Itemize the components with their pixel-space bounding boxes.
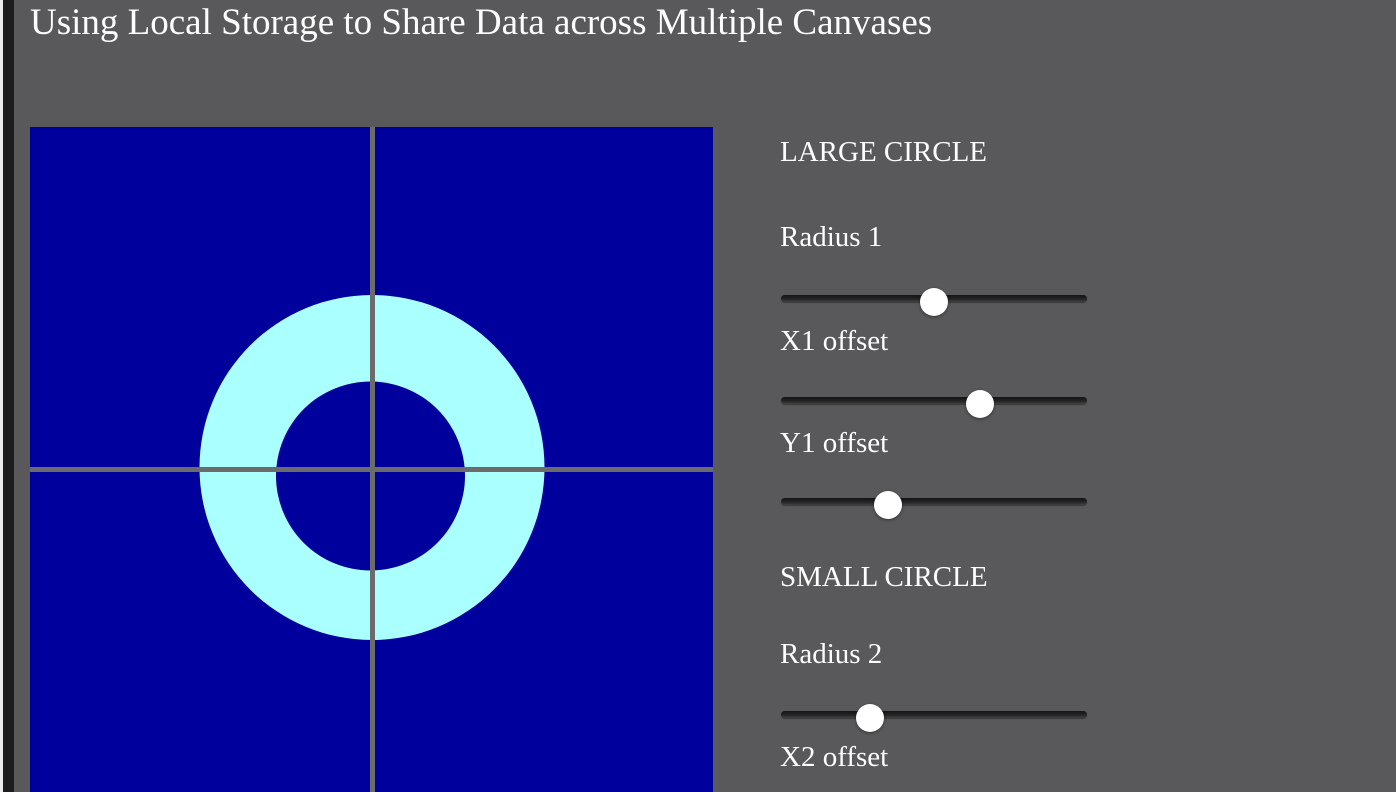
- radius1-label: Radius 1: [780, 221, 883, 253]
- small-circle-heading: SMALL CIRCLE: [780, 561, 988, 593]
- drawing-canvas: [30, 127, 713, 792]
- page-title: Using Local Storage to Share Data across…: [30, 2, 933, 43]
- canvas-figure: [30, 127, 713, 792]
- crosshair-vertical-line: [370, 127, 375, 792]
- x2-offset-label: X2 offset: [780, 741, 889, 773]
- large-circle-heading: LARGE CIRCLE: [780, 136, 988, 168]
- y1-offset-slider[interactable]: [781, 491, 1087, 519]
- slider-thumb[interactable]: [920, 288, 948, 316]
- slider-thumb[interactable]: [874, 491, 903, 519]
- radius1-slider[interactable]: [781, 288, 1087, 316]
- crosshair-horizontal-line: [30, 467, 713, 472]
- x1-offset-slider[interactable]: [781, 390, 1087, 418]
- y1-offset-label: Y1 offset: [780, 427, 889, 459]
- window-left-edge: [0, 0, 3, 792]
- radius2-label: Radius 2: [780, 638, 883, 670]
- window-left-border: [3, 0, 14, 792]
- radius2-slider[interactable]: [781, 704, 1087, 732]
- slider-thumb[interactable]: [855, 704, 884, 732]
- slider-thumb[interactable]: [965, 390, 994, 418]
- x1-offset-label: X1 offset: [780, 325, 889, 357]
